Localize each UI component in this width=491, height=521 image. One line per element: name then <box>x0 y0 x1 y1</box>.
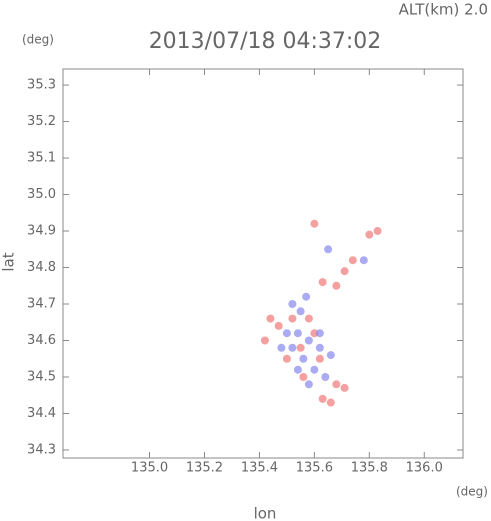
data-point <box>340 383 349 392</box>
y-tick-label: 35.3 <box>27 78 56 93</box>
x-tick-label: 135.8 <box>351 461 388 476</box>
data-point <box>304 314 313 323</box>
data-point <box>310 329 319 338</box>
data-point <box>315 343 324 352</box>
data-point <box>324 245 333 254</box>
data-point <box>348 256 357 265</box>
data-point <box>266 314 275 323</box>
data-point <box>299 372 308 381</box>
data-point <box>282 354 291 363</box>
data-point <box>332 380 341 389</box>
chart-subtitle: ALT(km) 2.0 <box>399 1 488 19</box>
data-point <box>315 329 324 338</box>
data-point <box>326 351 335 360</box>
chart-title: 2013/07/18 04:37:02 <box>149 29 382 54</box>
data-point <box>296 343 305 352</box>
x-tick-label: 135.4 <box>241 461 278 476</box>
y-tick-label: 34.5 <box>27 369 56 384</box>
data-point <box>359 256 368 265</box>
data-point <box>310 219 319 228</box>
y-tick-label: 34.7 <box>27 297 56 312</box>
data-point <box>288 300 297 309</box>
y-tick-label: 35.0 <box>27 187 56 202</box>
y-tick-label: 34.6 <box>27 333 56 348</box>
x-axis-label: lon <box>254 505 277 521</box>
y-tick-label: 34.8 <box>27 260 56 275</box>
y-tick-label: 34.9 <box>27 224 56 239</box>
data-point <box>304 336 313 345</box>
data-point <box>365 230 374 239</box>
data-point <box>277 343 286 352</box>
y-tick-label: 35.1 <box>27 151 56 166</box>
x-tick-label: 136.0 <box>406 461 443 476</box>
data-point <box>340 267 349 276</box>
data-point <box>260 336 269 345</box>
data-point <box>318 278 327 287</box>
y-tick-label: 35.2 <box>27 114 56 129</box>
data-point <box>310 365 319 374</box>
y-tick-label: 34.3 <box>27 442 56 457</box>
data-point <box>296 307 305 316</box>
data-point <box>288 314 297 323</box>
data-point <box>274 321 283 330</box>
data-point <box>304 380 313 389</box>
data-point <box>321 372 330 381</box>
y-axis-label: lat <box>0 252 18 271</box>
x-unit: (deg) <box>456 485 488 499</box>
data-point <box>315 354 324 363</box>
data-point <box>318 394 327 403</box>
data-point <box>282 329 291 338</box>
data-point <box>293 365 302 374</box>
x-tick-label: 135.6 <box>296 461 333 476</box>
data-point <box>373 227 382 236</box>
data-point <box>332 281 341 290</box>
data-point <box>293 329 302 338</box>
y-tick-label: 34.4 <box>27 406 56 421</box>
plot-frame <box>62 68 464 459</box>
y-unit: (deg) <box>22 33 54 47</box>
data-point <box>302 292 311 301</box>
data-point <box>288 343 297 352</box>
x-tick-label: 135.0 <box>131 461 168 476</box>
data-point <box>299 354 308 363</box>
x-tick-label: 135.2 <box>186 461 223 476</box>
data-point <box>326 398 335 407</box>
